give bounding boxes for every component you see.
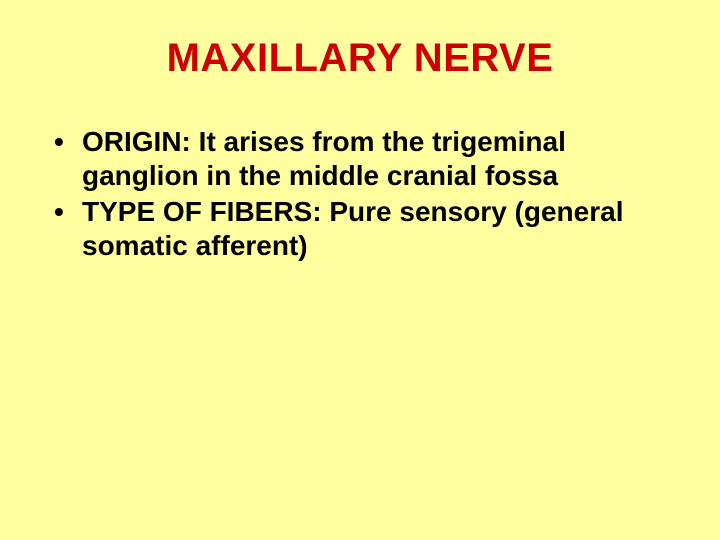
bullet-label: TYPE OF FIBERS: — [82, 196, 322, 227]
bullet-label: ORIGIN: — [82, 126, 191, 157]
list-item: TYPE OF FIBERS: Pure sensory (general so… — [54, 195, 690, 263]
bullet-list: ORIGIN: It arises from the trigeminal ga… — [30, 125, 690, 264]
slide-title: MAXILLARY NERVE — [30, 36, 690, 81]
list-item: ORIGIN: It arises from the trigeminal ga… — [54, 125, 690, 193]
